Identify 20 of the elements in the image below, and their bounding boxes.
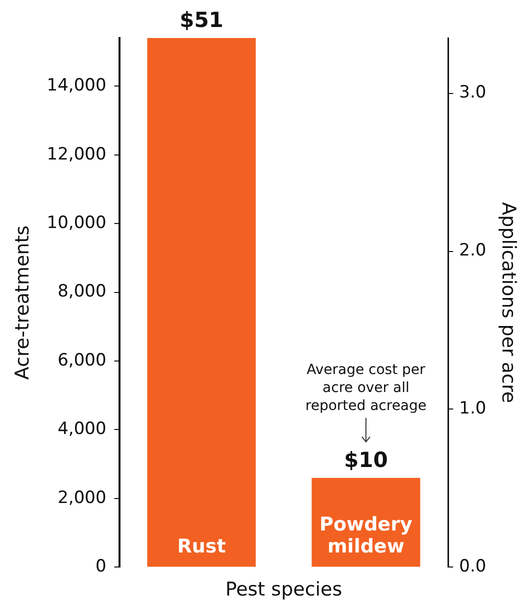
y-tick-label: 10,000 bbox=[46, 212, 106, 233]
y-tick-label: 6,000 bbox=[58, 350, 106, 370]
annotation: $10 bbox=[344, 448, 388, 472]
y-tick-label: 8,000 bbox=[58, 282, 106, 302]
annotation: Average cost per acre over all reported acreage bbox=[305, 362, 427, 414]
y2-tick-label: 3.0 bbox=[459, 82, 486, 103]
y-tick-label: 0 bbox=[95, 556, 106, 577]
y-axis-title: Acre-treatments bbox=[11, 225, 34, 380]
x-axis-title: Pest species bbox=[225, 578, 342, 601]
annotation: $51 bbox=[180, 8, 224, 32]
y-tick-label: 2,000 bbox=[58, 488, 106, 508]
y-tick-label: 4,000 bbox=[58, 419, 106, 440]
x-tick-label: Rust bbox=[177, 536, 226, 558]
y2-tick-label: 0.0 bbox=[459, 556, 486, 577]
y2-tick-label: 2.0 bbox=[459, 240, 486, 261]
y2-axis-title: Applications per acre bbox=[498, 202, 520, 404]
y-tick-label: 12,000 bbox=[46, 144, 106, 164]
x-tick-label: Powdery mildew bbox=[320, 514, 413, 558]
y-tick-label: 14,000 bbox=[46, 76, 106, 96]
y2-tick-label: 1.0 bbox=[459, 398, 486, 419]
